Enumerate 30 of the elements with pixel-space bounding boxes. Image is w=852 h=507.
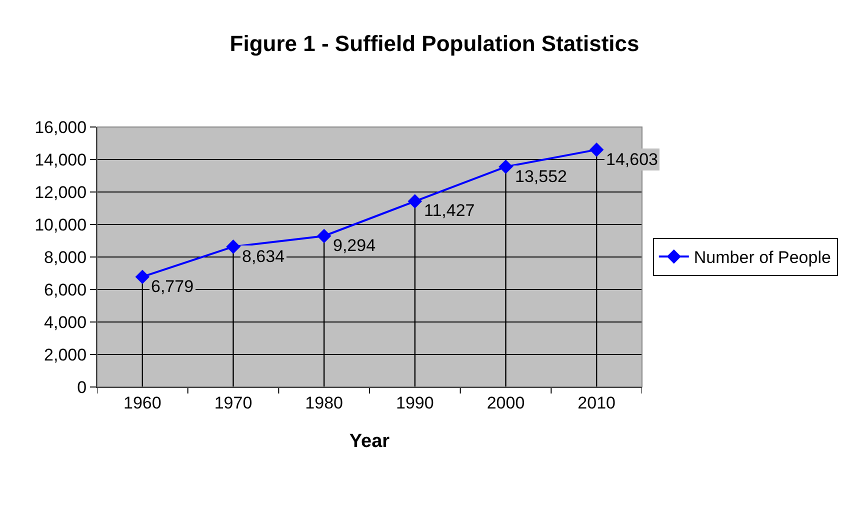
legend-label: Number of People	[694, 248, 831, 268]
x-tick-label: 2000	[486, 393, 525, 412]
x-tick-label: 1970	[214, 393, 252, 412]
y-tick-label: 4,000	[44, 312, 87, 332]
data-label: 13,552	[515, 167, 567, 186]
chart-title: Figure 1 - Suffield Population Statistics	[230, 30, 640, 56]
y-tick-label: 10,000	[34, 215, 87, 234]
data-label: 9,294	[333, 236, 376, 255]
data-label: 14,603	[606, 150, 658, 169]
point	[316, 228, 332, 244]
y-tick-label: 6,000	[44, 280, 87, 300]
point	[408, 194, 422, 208]
data-label: 6,779	[151, 277, 194, 296]
x-tick-label: 1980	[305, 393, 343, 412]
x-tick-label: 2010	[578, 393, 616, 412]
data-label: 8,634	[242, 247, 285, 266]
y-tick-label: 2,000	[44, 345, 87, 364]
x-tick-label: 1990	[396, 393, 434, 412]
y-tick-label: 16,000	[34, 118, 87, 137]
point	[135, 270, 150, 284]
point	[589, 142, 604, 157]
y-tick-label: 12,000	[34, 182, 87, 202]
data-label: 11,427	[424, 201, 475, 220]
point	[226, 240, 240, 254]
point	[498, 160, 513, 174]
y-tick-label: 8,000	[44, 248, 87, 267]
y-tick-label: 14,000	[34, 150, 87, 170]
x-axis-title: Year	[349, 431, 390, 452]
x-tick-label: 1960	[124, 393, 162, 412]
y-tick-label: 0	[77, 378, 87, 397]
